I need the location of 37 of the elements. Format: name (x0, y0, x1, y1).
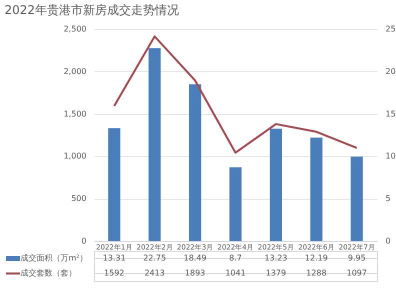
bar (148, 48, 161, 241)
y2-tick-label: 10 (386, 152, 396, 161)
y2-tick-label: 25 (386, 24, 396, 34)
data-label: 2413 (144, 268, 165, 278)
y-tick-label: 2,500 (64, 24, 86, 34)
data-label: 13.23 (264, 254, 288, 262)
chart-title: 2022年贵港市新房成交走势情况 (4, 3, 180, 17)
bar (108, 128, 120, 241)
bar (310, 138, 322, 241)
y2-tick-label: 0 (386, 236, 391, 246)
y-tick-label: 1,500 (64, 109, 86, 118)
data-label: 22.75 (143, 254, 166, 262)
y2-tick-label: 15 (386, 109, 396, 118)
y-tick-label: 1,000 (64, 152, 86, 161)
y-tick-label: 500 (71, 194, 86, 204)
bar (229, 167, 242, 241)
data-label: 18.49 (184, 254, 207, 262)
data-label: 8.7 (229, 254, 242, 262)
bar (270, 128, 282, 241)
data-label: 1893 (184, 268, 206, 278)
bar (189, 84, 202, 241)
data-label: 1097 (346, 268, 367, 278)
y2-tick-label: 20 (386, 66, 396, 76)
line-series (113, 35, 358, 154)
legend-label: 成交面积（万m²） (20, 254, 88, 262)
data-label: 9.95 (348, 254, 366, 262)
bar (350, 156, 363, 241)
data-label: 13.31 (102, 254, 126, 262)
legend-label: 成交套数（套） (20, 268, 76, 278)
data-label: 1288 (306, 268, 327, 278)
y2-tick-label: 5 (386, 194, 391, 204)
data-label: 1592 (104, 268, 124, 278)
y-tick-label: 0 (81, 236, 86, 246)
data-label: 1041 (225, 268, 246, 278)
y-tick-label: 2,000 (64, 66, 86, 76)
data-label: 12.19 (304, 254, 328, 262)
data-label: 1379 (266, 268, 286, 278)
